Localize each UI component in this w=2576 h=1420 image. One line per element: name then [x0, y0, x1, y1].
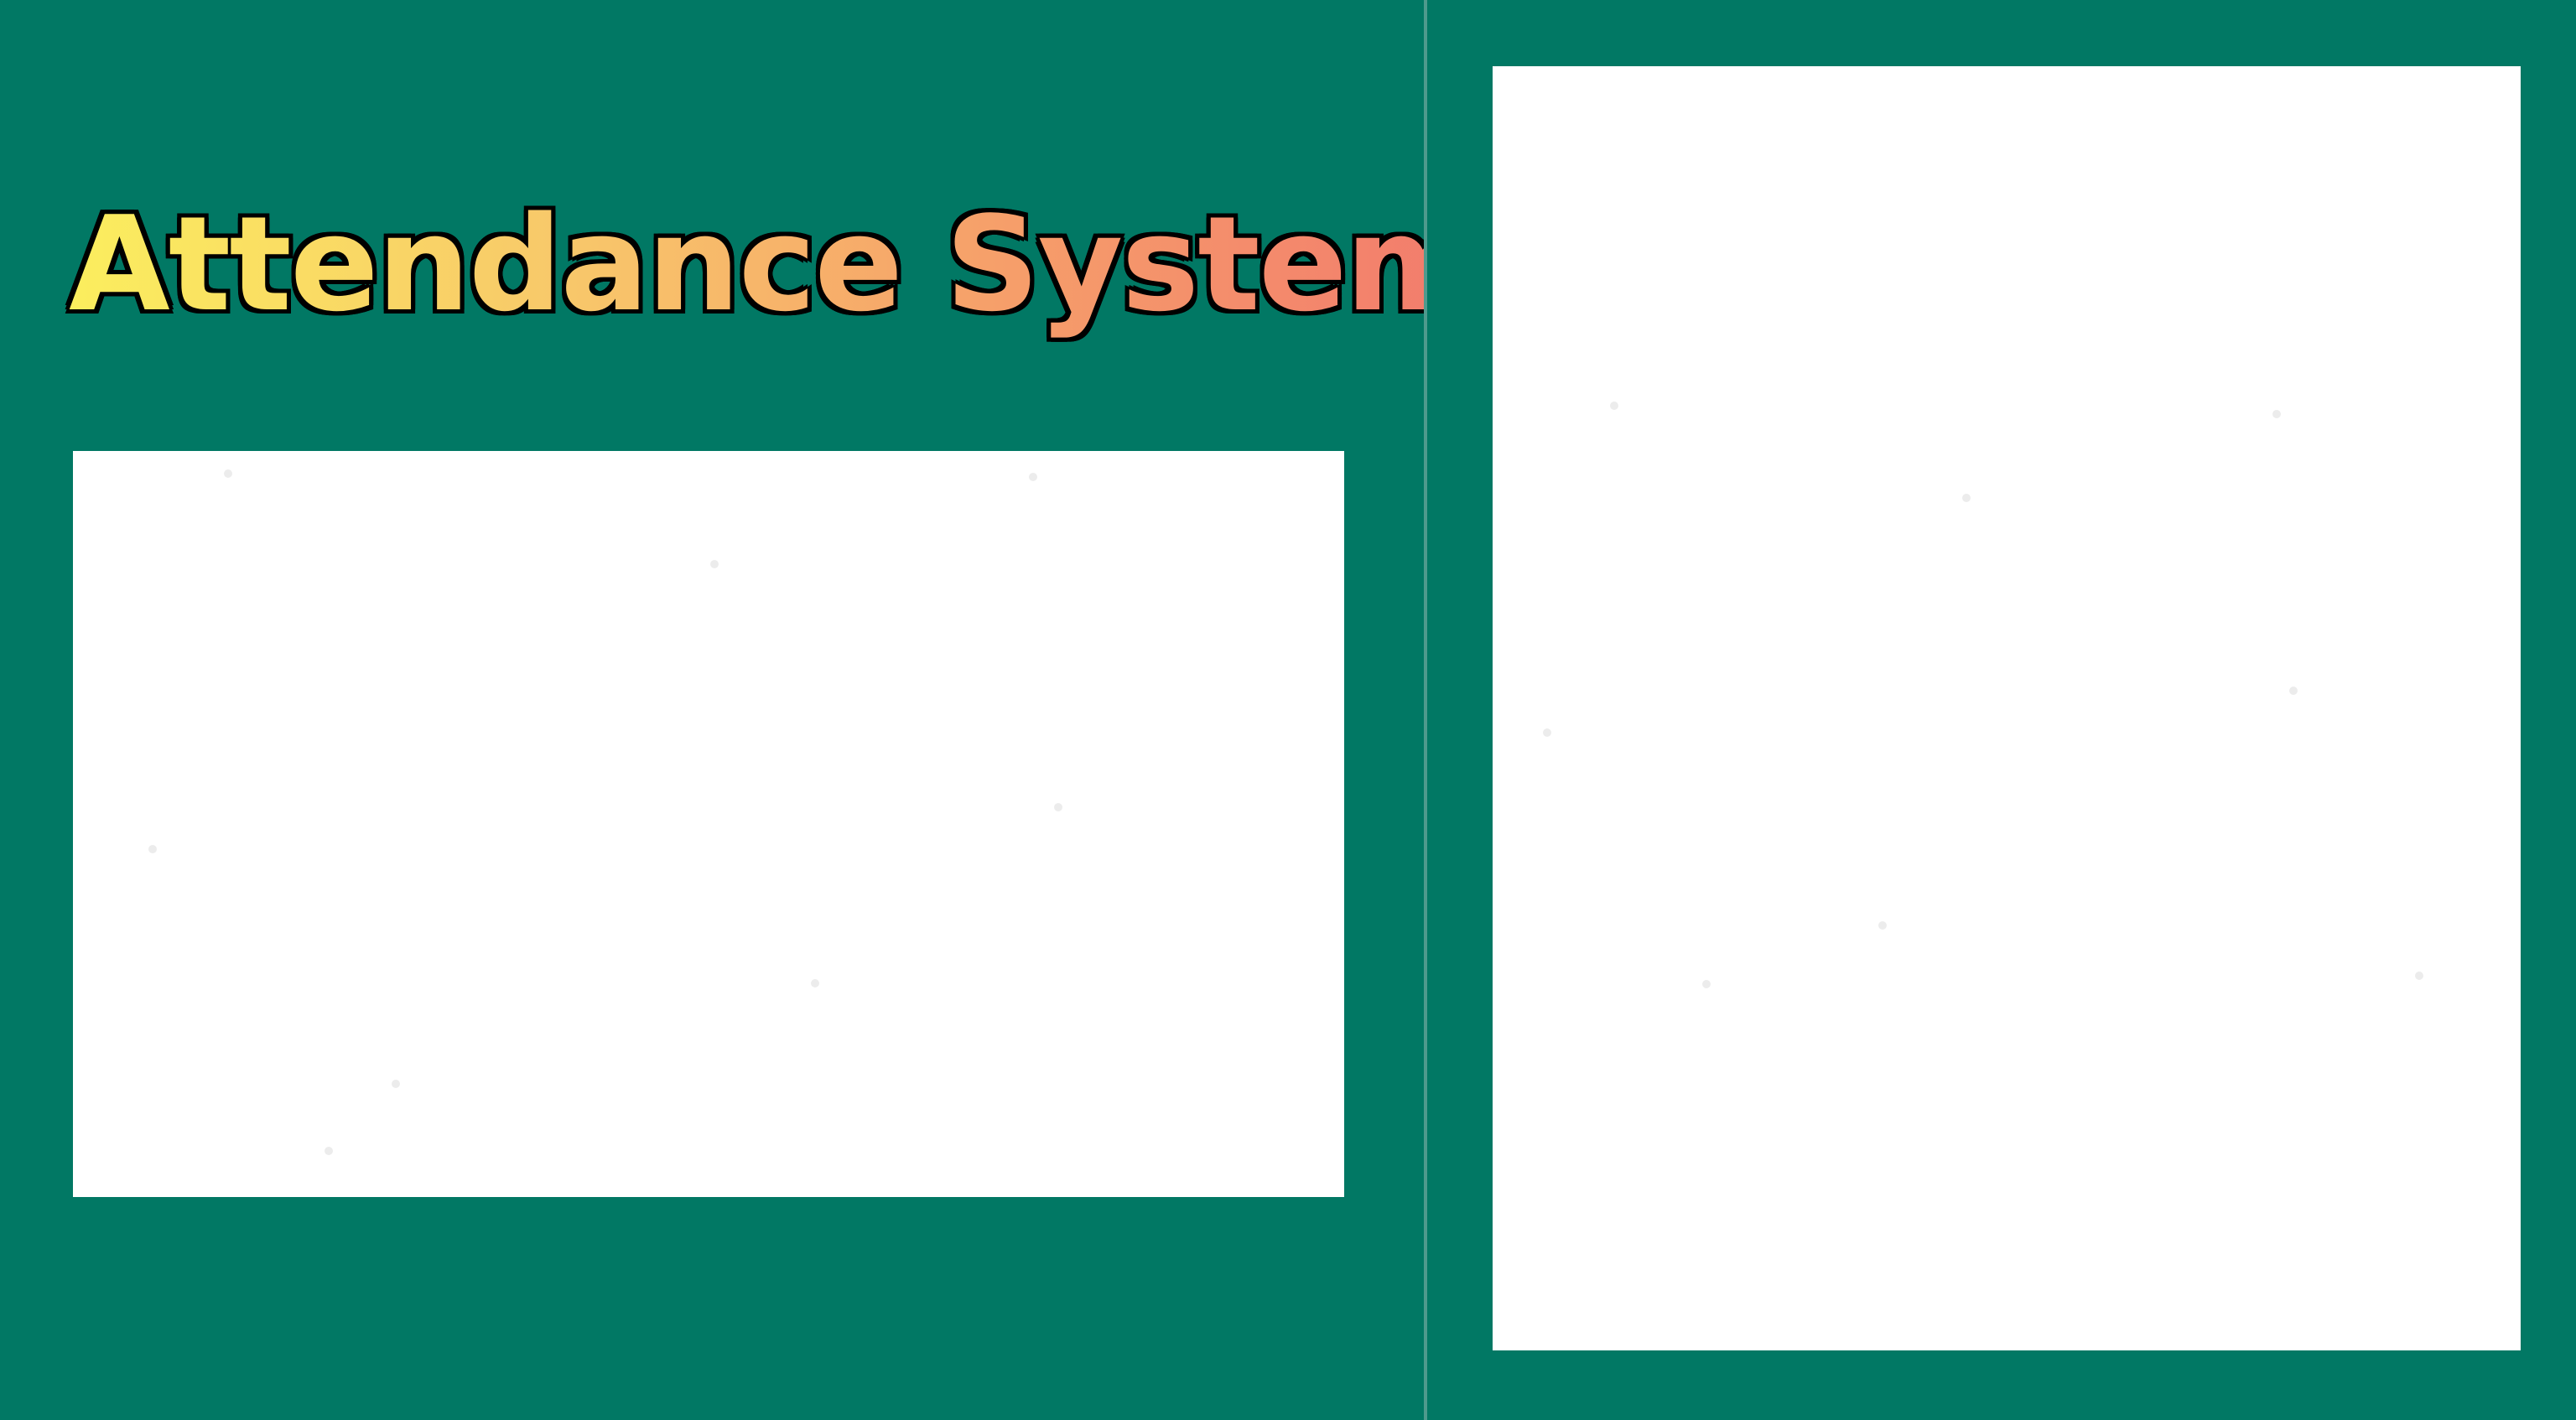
snapshot-panel — [1493, 66, 2521, 1350]
title-container: Attendance System — [69, 180, 1482, 348]
right-panel — [1427, 0, 2576, 1420]
noise-speck — [1702, 980, 1711, 988]
noise-speck — [325, 1147, 333, 1155]
noise-speck — [710, 560, 719, 568]
noise-speck — [2272, 410, 2281, 418]
noise-speck — [148, 845, 157, 853]
left-panel: Attendance System — [69, 188, 1483, 1197]
camera-feed-panel — [73, 451, 1344, 1197]
noise-speck — [1029, 473, 1037, 481]
noise-speck — [1878, 921, 1887, 930]
noise-speck — [2289, 687, 2298, 695]
noise-speck — [811, 979, 819, 987]
noise-speck — [2415, 972, 2423, 980]
noise-speck — [224, 469, 232, 478]
noise-speck — [392, 1080, 400, 1088]
noise-speck — [1962, 494, 1971, 502]
noise-speck — [1610, 402, 1618, 410]
noise-speck — [1054, 803, 1062, 811]
app-title: Attendance System — [69, 180, 1482, 348]
noise-speck — [1543, 728, 1551, 737]
panel-divider — [1424, 0, 1427, 1420]
